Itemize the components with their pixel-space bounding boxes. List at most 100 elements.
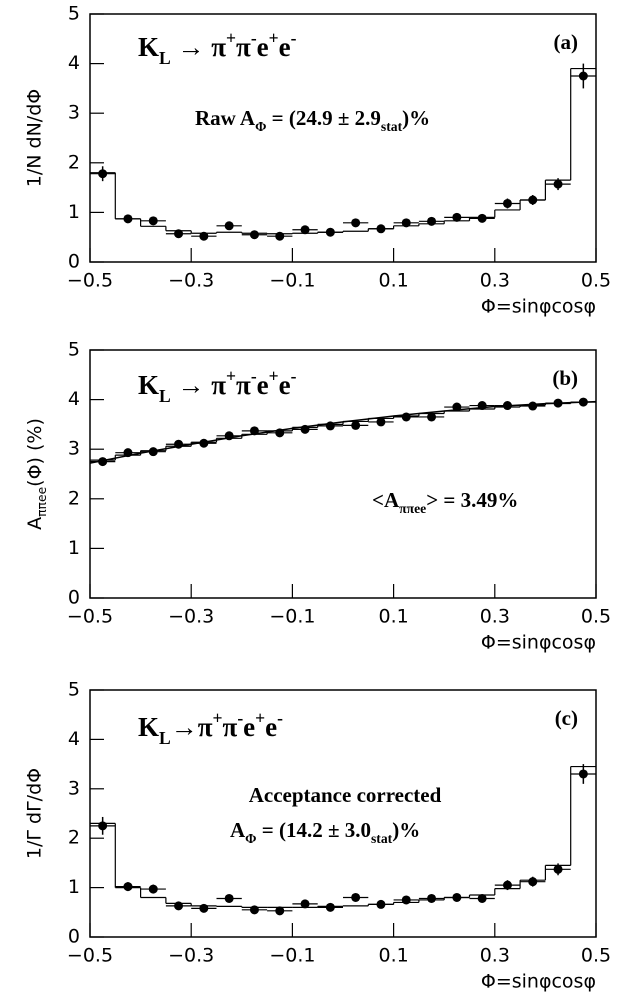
text-part: π — [236, 370, 251, 400]
data-point — [351, 420, 361, 430]
data-point — [224, 431, 234, 441]
panel-label: (a) — [554, 30, 579, 54]
text-part: - — [237, 708, 243, 728]
data-point — [300, 225, 310, 235]
y-tick-label: 3 — [68, 102, 80, 124]
data-point — [174, 439, 184, 449]
y-tick-label: 2 — [68, 151, 80, 173]
data-point — [275, 906, 285, 916]
data-point — [199, 231, 209, 241]
data-point — [427, 412, 437, 422]
x-tick-label: −0.1 — [269, 606, 315, 628]
annotation: <Aππee> = 3.49% — [372, 488, 518, 516]
text-part: A — [24, 517, 46, 530]
annotation: KL → π+π-e+e- — [138, 366, 297, 406]
text-part: stat — [371, 831, 393, 846]
data-point — [578, 769, 588, 779]
data-point — [275, 428, 285, 438]
text-part: e — [257, 32, 269, 62]
data-point — [300, 899, 310, 909]
text-part: + — [255, 708, 265, 728]
data-point — [351, 892, 361, 902]
plot-frame — [89, 349, 597, 599]
y-tick-label: 5 — [68, 3, 80, 25]
annotation: AΦ = (14.2 ± 3.0stat)% — [230, 818, 420, 846]
data-point — [452, 402, 462, 412]
text-part: → π — [171, 370, 227, 400]
text-part: = (24.9 ± 2.9 — [266, 106, 381, 130]
text-part: π — [236, 32, 251, 62]
text-part: - — [291, 28, 297, 48]
text-part: L — [159, 48, 171, 68]
text-part: L — [159, 728, 171, 748]
data-point — [502, 401, 512, 411]
text-part: = (14.2 ± 3.0 — [256, 818, 371, 842]
text-part: A — [230, 818, 246, 842]
x-tick-label: 0.3 — [480, 270, 510, 292]
data-point — [401, 218, 411, 228]
y-axis-title: 1/N dN/dΦ — [24, 89, 46, 187]
text-part: π — [223, 712, 238, 742]
y-tick-label: 5 — [68, 679, 80, 701]
data-point — [325, 227, 335, 237]
data-point — [148, 216, 158, 226]
y-tick-label: 2 — [68, 827, 80, 849]
text-part: Acceptance corrected — [249, 783, 442, 807]
panel-label: (c) — [555, 706, 578, 730]
data-point — [249, 230, 259, 240]
plot-frame — [89, 689, 597, 938]
data-point — [452, 892, 462, 902]
data-point — [199, 438, 209, 448]
y-tick-label: 0 — [68, 251, 80, 273]
x-axis-title: Φ=sinφcosφ — [481, 632, 596, 654]
x-tick-label: −0.3 — [168, 270, 214, 292]
text-part: K — [138, 370, 159, 400]
y-tick-label: 4 — [68, 388, 80, 410]
x-tick-label: 0.1 — [378, 606, 408, 628]
y-tick-label: 3 — [68, 438, 80, 460]
data-point — [123, 448, 133, 458]
y-axis-title: Aππee(Φ) (%) — [24, 418, 49, 530]
data-point — [224, 893, 234, 903]
data-point — [502, 880, 512, 890]
data-point — [148, 884, 158, 894]
text-part: e — [279, 370, 291, 400]
text-part: →π — [171, 712, 213, 742]
data-point — [98, 821, 108, 831]
data-point — [528, 401, 538, 411]
x-tick-label: −0.1 — [269, 945, 315, 967]
data-point — [148, 447, 158, 457]
text-part: e — [279, 32, 291, 62]
y-tick-label: 4 — [68, 52, 80, 74]
text-part: Φ — [255, 119, 266, 134]
text-part: + — [269, 366, 279, 386]
y-tick-label: 4 — [68, 728, 80, 750]
data-point — [325, 902, 335, 912]
data-point — [174, 901, 184, 911]
y-tick-label: 3 — [68, 777, 80, 799]
text-part: K — [138, 712, 159, 742]
text-part: - — [277, 708, 283, 728]
y-tick-label: 1 — [68, 876, 80, 898]
text-part: Φ — [245, 831, 256, 846]
data-point — [249, 426, 259, 436]
text-part: → π — [171, 32, 227, 62]
text-part: e — [265, 712, 277, 742]
data-point — [325, 421, 335, 431]
text-part: + — [269, 28, 279, 48]
data-point — [578, 397, 588, 407]
text-part: K — [138, 32, 159, 62]
y-axis-title: 1/Γ dΓ/dΦ — [24, 768, 46, 859]
data-point — [275, 231, 285, 241]
data-point — [427, 893, 437, 903]
data-point — [401, 895, 411, 905]
data-point — [376, 899, 386, 909]
data-point — [477, 893, 487, 903]
text-part: ππee — [35, 487, 49, 517]
x-tick-label: 0.1 — [378, 270, 408, 292]
data-point — [351, 218, 361, 228]
x-tick-label: 0.5 — [581, 270, 611, 292]
data-point — [376, 417, 386, 427]
x-tick-label: −0.1 — [269, 270, 315, 292]
